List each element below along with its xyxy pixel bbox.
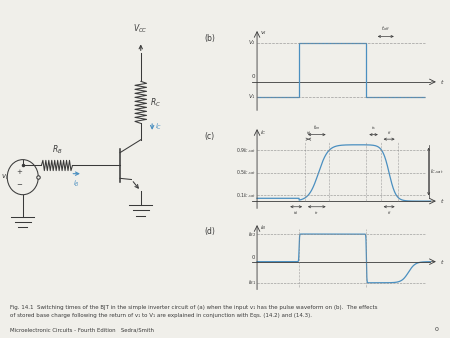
Text: $t_d$: $t_d$ — [293, 209, 299, 217]
Text: $V_2$: $V_2$ — [248, 38, 256, 47]
Text: $i_B$: $i_B$ — [73, 179, 80, 189]
Text: 0: 0 — [435, 327, 439, 332]
Text: $i_C$: $i_C$ — [260, 128, 266, 137]
Text: (b): (b) — [205, 34, 216, 43]
Text: $t$: $t$ — [440, 197, 444, 205]
Text: $0$: $0$ — [251, 72, 256, 80]
Text: $t_r$: $t_r$ — [314, 209, 319, 217]
Text: $v_I$: $v_I$ — [260, 29, 266, 37]
Text: $t_d$: $t_d$ — [306, 129, 311, 137]
Text: (c): (c) — [205, 132, 215, 141]
Text: $V_{CC}$: $V_{CC}$ — [133, 22, 148, 34]
Text: $t_{off}$: $t_{off}$ — [381, 24, 391, 33]
Text: $i_B$: $i_B$ — [260, 223, 266, 232]
Text: $0.1I_{C,sat}$: $0.1I_{C,sat}$ — [236, 191, 256, 199]
Text: Microelectronic Circuits - Fourth Edition   Sedra/Smith: Microelectronic Circuits - Fourth Editio… — [10, 328, 154, 333]
Text: $t_{on}$: $t_{on}$ — [313, 123, 321, 132]
Text: $v_I$: $v_I$ — [1, 173, 8, 182]
Text: $+$: $+$ — [16, 167, 23, 176]
Text: $t_f$: $t_f$ — [387, 209, 392, 217]
Text: $t_s$: $t_s$ — [371, 124, 376, 132]
Text: $t_f$: $t_f$ — [387, 129, 392, 137]
Text: of stored base charge following the return of v₁ to V₁ are explained in conjunct: of stored base charge following the retu… — [10, 313, 312, 318]
Text: $t$: $t$ — [440, 258, 444, 266]
Text: $I_{C,sat}$: $I_{C,sat}$ — [430, 168, 444, 176]
Text: Fig. 14.1  Switching times of the BJT in the simple inverter circuit of (a) when: Fig. 14.1 Switching times of the BJT in … — [10, 305, 378, 310]
Text: $t$: $t$ — [440, 78, 444, 86]
Text: $0$: $0$ — [251, 252, 256, 261]
Text: $0.9I_{C,sat}$: $0.9I_{C,sat}$ — [236, 146, 256, 154]
Text: $0.5I_{C,sat}$: $0.5I_{C,sat}$ — [236, 169, 256, 177]
Text: $R_C$: $R_C$ — [150, 96, 161, 108]
Text: $V_1$: $V_1$ — [248, 92, 256, 101]
Text: $i_C$: $i_C$ — [155, 122, 162, 132]
Text: (d): (d) — [205, 227, 216, 236]
Text: $I_{B2}$: $I_{B2}$ — [248, 230, 256, 239]
Text: $-$: $-$ — [16, 180, 23, 186]
Text: $R_B$: $R_B$ — [52, 143, 62, 156]
Text: $I_{B1}$: $I_{B1}$ — [248, 278, 256, 287]
